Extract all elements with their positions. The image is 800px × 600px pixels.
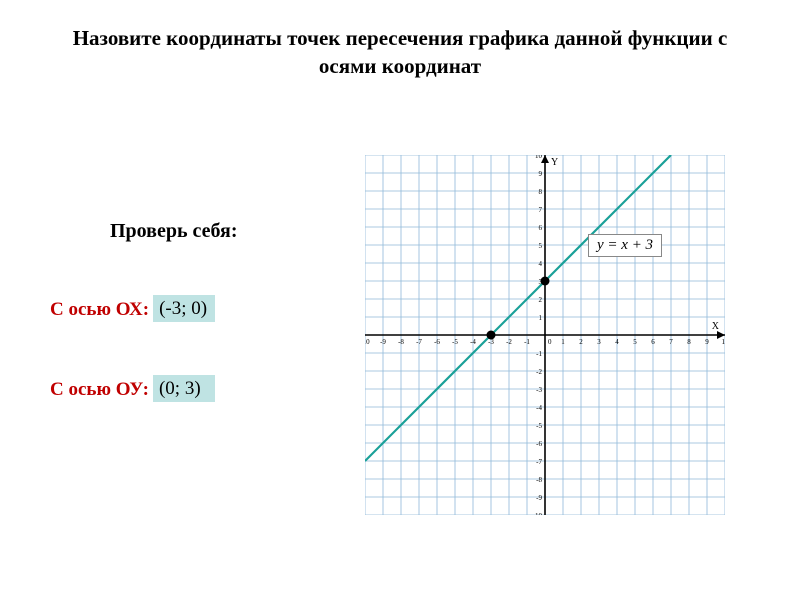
svg-text:1: 1 bbox=[539, 314, 543, 322]
svg-text:-2: -2 bbox=[536, 368, 542, 376]
svg-text:-9: -9 bbox=[380, 338, 386, 346]
svg-text:6: 6 bbox=[539, 224, 543, 232]
svg-text:-10: -10 bbox=[365, 338, 370, 346]
svg-text:-10: -10 bbox=[533, 512, 543, 515]
svg-text:X: X bbox=[712, 321, 720, 332]
svg-text:Y: Y bbox=[551, 157, 558, 168]
svg-text:-1: -1 bbox=[536, 350, 542, 358]
svg-text:-7: -7 bbox=[416, 338, 422, 346]
oy-row: С осью ОУ: (0; 3) bbox=[50, 375, 215, 405]
svg-text:4: 4 bbox=[539, 260, 543, 268]
svg-text:-9: -9 bbox=[536, 494, 542, 502]
svg-text:0: 0 bbox=[548, 338, 552, 346]
svg-text:-5: -5 bbox=[536, 422, 542, 430]
svg-text:7: 7 bbox=[539, 206, 543, 214]
svg-text:10: 10 bbox=[722, 338, 726, 346]
svg-text:-4: -4 bbox=[536, 404, 542, 412]
svg-text:-8: -8 bbox=[398, 338, 404, 346]
svg-text:-8: -8 bbox=[536, 476, 542, 484]
oy-label: С осью ОУ: bbox=[50, 375, 149, 405]
svg-text:-2: -2 bbox=[506, 338, 512, 346]
svg-text:-5: -5 bbox=[452, 338, 458, 346]
ox-label: С осью ОХ: bbox=[50, 295, 149, 325]
svg-text:-4: -4 bbox=[470, 338, 476, 346]
svg-text:3: 3 bbox=[597, 338, 601, 346]
svg-text:9: 9 bbox=[705, 338, 709, 346]
svg-text:5: 5 bbox=[633, 338, 637, 346]
ox-answer: (-3; 0) bbox=[153, 295, 215, 322]
ox-row: С осью ОХ: (-3; 0) bbox=[50, 295, 215, 325]
svg-text:4: 4 bbox=[615, 338, 619, 346]
svg-text:-7: -7 bbox=[536, 458, 542, 466]
page-title: Назовите координаты точек пересечения гр… bbox=[0, 24, 800, 81]
svg-text:6: 6 bbox=[651, 338, 655, 346]
svg-text:-6: -6 bbox=[536, 440, 542, 448]
coordinate-graph: -10-9-8-7-6-5-4-3-2-1012345678910-10-9-8… bbox=[365, 155, 725, 515]
svg-text:2: 2 bbox=[539, 296, 543, 304]
svg-text:1: 1 bbox=[561, 338, 565, 346]
svg-text:9: 9 bbox=[539, 170, 543, 178]
svg-text:-1: -1 bbox=[524, 338, 530, 346]
svg-text:8: 8 bbox=[687, 338, 691, 346]
svg-text:5: 5 bbox=[539, 242, 543, 250]
oy-answer: (0; 3) bbox=[153, 375, 215, 402]
svg-text:-3: -3 bbox=[536, 386, 542, 394]
check-yourself-label: Проверь себя: bbox=[110, 220, 238, 243]
equation-box: y = x + 3 bbox=[588, 234, 662, 257]
svg-text:2: 2 bbox=[579, 338, 583, 346]
svg-text:8: 8 bbox=[539, 188, 543, 196]
svg-text:10: 10 bbox=[535, 155, 543, 160]
svg-text:-6: -6 bbox=[434, 338, 440, 346]
svg-text:7: 7 bbox=[669, 338, 673, 346]
